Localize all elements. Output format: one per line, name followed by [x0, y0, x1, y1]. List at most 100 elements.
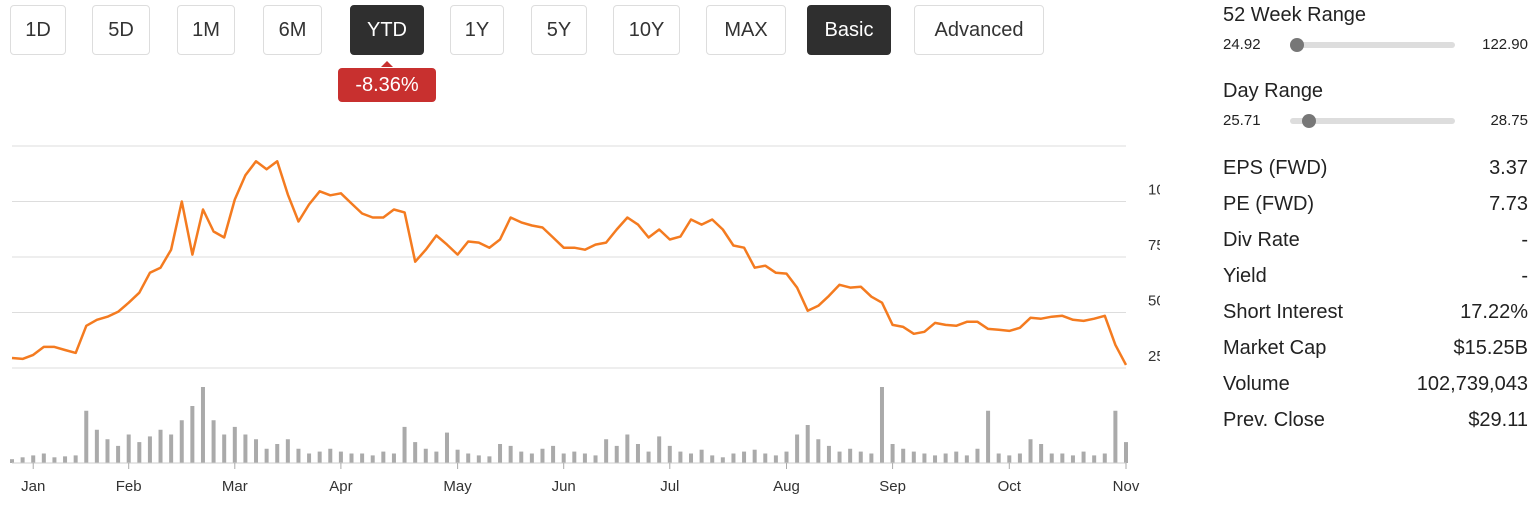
volume-bar — [752, 449, 757, 463]
volume-bar — [625, 434, 630, 463]
volume-bar — [1102, 453, 1107, 463]
volume-bar — [487, 456, 492, 463]
stat-row: PE (FWD) 7.73 — [1223, 193, 1528, 216]
volume-bar — [31, 455, 36, 463]
period-button[interactable]: 1D — [10, 5, 66, 55]
y-tick-label: 100 — [1148, 181, 1160, 198]
volume-bar — [126, 434, 131, 463]
volume-bar — [678, 451, 683, 463]
view-button[interactable]: Basic — [807, 5, 891, 55]
period-button[interactable]: 1M — [177, 5, 235, 55]
volume-bar — [370, 455, 375, 463]
volume-bar — [784, 451, 789, 463]
period-button[interactable]: 10Y — [613, 5, 680, 55]
volume-bar — [1113, 410, 1118, 463]
volume-bar — [1039, 444, 1044, 463]
volume-bar — [901, 448, 906, 463]
volume-bar — [200, 387, 205, 463]
volume-bar — [360, 453, 365, 463]
period-button[interactable]: 5Y — [531, 5, 587, 55]
period-button[interactable]: MAX — [706, 5, 786, 55]
range-track — [1290, 38, 1455, 52]
volume-bar — [773, 455, 778, 463]
volume-bar — [933, 455, 938, 463]
volume-bar — [169, 434, 174, 463]
x-tick-label: Mar — [222, 478, 248, 495]
y-tick-label: 25 — [1148, 348, 1160, 365]
volume-bar — [689, 453, 694, 463]
stat-value: $29.11 — [1468, 409, 1528, 431]
volume-bar — [657, 436, 662, 463]
chart: 25 50 75 100 Jan Feb Mar Apr May Jun Jul Aug Sep Oct N… — [10, 145, 1160, 495]
volume-bar — [561, 453, 566, 463]
volume-bar — [922, 453, 927, 463]
volume-bar — [254, 439, 259, 463]
range-low: 24.92 — [1223, 36, 1261, 53]
volume-bar — [975, 448, 980, 463]
period-button[interactable]: YTD — [350, 5, 424, 55]
volume-bar — [763, 453, 768, 463]
volume-bar — [795, 434, 800, 463]
volume-bar — [911, 451, 916, 463]
volume-bar — [593, 455, 598, 463]
period-button[interactable]: 6M — [263, 5, 322, 55]
range-high: 122.90 — [1482, 36, 1528, 53]
stat-value: 7.73 — [1489, 193, 1528, 215]
view-button[interactable]: Advanced — [914, 5, 1044, 55]
volume-bar — [551, 445, 556, 463]
stat-value: 3.37 — [1489, 157, 1528, 179]
range-label: 52 Week Range — [1223, 4, 1367, 26]
stat-row: Yield - — [1223, 265, 1528, 288]
stat-label: PE (FWD) — [1223, 193, 1315, 215]
change-badge: -8.36% — [338, 61, 436, 102]
volume-bar — [73, 455, 78, 463]
volume-bar — [264, 448, 269, 463]
volume-bar — [116, 445, 121, 463]
volume-bar — [349, 453, 354, 463]
stat-row: Short Interest 17.22% — [1223, 301, 1528, 324]
stat-value: - — [1521, 265, 1528, 287]
volume-bar — [1060, 453, 1065, 463]
volume-bar — [190, 406, 195, 463]
volume-bar — [285, 439, 290, 463]
volume-bar — [444, 432, 449, 463]
volume-bar — [147, 436, 152, 463]
volume-bar — [667, 445, 672, 463]
x-tick-label: Jul — [660, 478, 679, 495]
volume-bar — [10, 459, 14, 463]
x-tick-label: Sep — [879, 478, 906, 495]
period-button[interactable]: 5D — [92, 5, 150, 55]
stat-label: Div Rate — [1223, 229, 1300, 251]
volume-bar — [275, 444, 280, 463]
volume-bar — [1070, 455, 1075, 463]
volume-bar — [720, 457, 725, 463]
volume-bar — [529, 453, 534, 463]
volume-bar — [391, 453, 396, 463]
volume-bar — [954, 451, 959, 463]
volume-bar — [1007, 455, 1012, 463]
volume-bar — [455, 449, 460, 463]
x-tick-label: Oct — [998, 478, 1022, 495]
volume-bar — [710, 455, 715, 463]
volume-bar — [232, 426, 237, 463]
volume-bar — [805, 425, 810, 463]
period-button[interactable]: 1Y — [450, 5, 504, 55]
stat-label: EPS (FWD) — [1223, 157, 1328, 179]
volume-bar — [476, 455, 481, 463]
volume-bar — [614, 445, 619, 463]
volume-bar — [222, 434, 227, 463]
volume-bar — [858, 451, 863, 463]
volume-bar — [582, 453, 587, 463]
stat-label: Market Cap — [1223, 337, 1327, 359]
stat-row: Market Cap $15.25B — [1223, 337, 1528, 360]
x-tick-label: Aug — [773, 478, 800, 495]
x-tick-label: Apr — [329, 478, 352, 495]
volume-bar — [94, 429, 99, 463]
stat-value: - — [1521, 229, 1528, 251]
stat-value: 102,739,043 — [1416, 373, 1528, 395]
volume-bar — [1124, 442, 1128, 463]
volume-bar — [1081, 451, 1086, 463]
volume-bar — [41, 453, 46, 463]
volume-bar — [307, 453, 312, 463]
volume-bar — [816, 439, 821, 463]
